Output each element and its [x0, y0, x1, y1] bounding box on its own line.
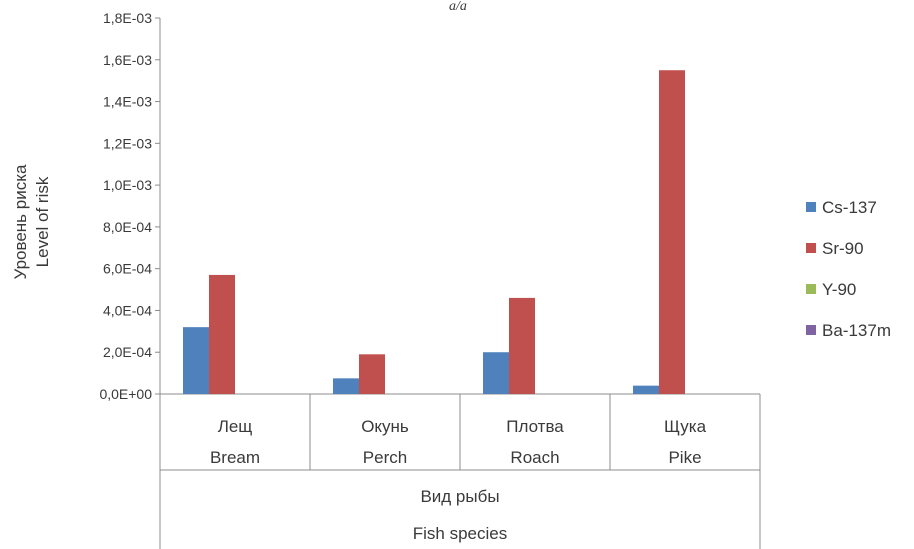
legend-label: Cs-137	[822, 198, 877, 217]
y-axis-title: Уровень риска Level of risk	[11, 164, 52, 279]
bars	[183, 70, 685, 394]
y-axis-ticks: 0,0E+00 2,0E-04 4,0E-04 6,0E-04 8,0E-04 1,0E-…	[99, 10, 160, 402]
bar-cs-137-perch	[333, 378, 359, 394]
legend-label: Ba-137m	[822, 321, 891, 340]
x-category-label-en: Bream	[210, 448, 260, 467]
bar-sr-90-roach	[509, 297, 535, 394]
x-category-label-ru: Лещ	[218, 417, 253, 436]
x-axis-title-ru: Вид рыбы	[420, 487, 499, 506]
legend-label: Y-90	[822, 280, 856, 299]
x-category-label-en: Perch	[363, 448, 407, 467]
y-tick-label: 8,0E-04	[103, 219, 152, 235]
y-tick-label: 1,4E-03	[103, 94, 152, 110]
y-tick-label: 6,0E-04	[103, 261, 152, 277]
bar-cs-137-pike	[633, 385, 659, 394]
legend-swatch	[806, 284, 816, 294]
y-tick-label: 1,0E-03	[103, 177, 152, 193]
y-tick-label: 1,6E-03	[103, 52, 152, 68]
y-tick-label: 1,8E-03	[103, 10, 152, 26]
y-tick-label: 4,0E-04	[103, 302, 152, 318]
x-category-label-ru: Окунь	[361, 417, 409, 436]
x-category-label-ru: Плотва	[506, 417, 564, 436]
bar-cs-137-bream	[183, 327, 209, 394]
y-axis-title-ru: Уровень риска	[11, 164, 30, 279]
legend-swatch	[806, 325, 816, 335]
legend-swatch	[806, 243, 816, 253]
y-tick-label: 2,0E-04	[103, 344, 152, 360]
legend: Cs-137 Sr-90 Y-90 Ba-137m	[806, 198, 891, 340]
y-axis-title-en: Level of risk	[33, 176, 52, 267]
x-category-label-en: Pike	[668, 448, 701, 467]
x-axis-title-en: Fish species	[413, 524, 507, 543]
x-category-label-en: Roach	[510, 448, 559, 467]
legend-swatch	[806, 202, 816, 212]
x-category-label-ru: Щука	[664, 417, 707, 436]
bar-sr-90-bream	[209, 274, 235, 394]
chart-title: a/a	[449, 0, 467, 14]
legend-label: Sr-90	[822, 239, 864, 258]
x-axis-categories: Лещ Bream Окунь Perch Плотва Roach Щука Pike	[210, 417, 707, 467]
bar-cs-137-roach	[483, 352, 509, 394]
y-tick-label: 0,0E+00	[99, 386, 152, 402]
y-tick-label: 1,2E-03	[103, 135, 152, 151]
x-axis-title: Вид рыбы Fish species	[413, 487, 507, 543]
bar-sr-90-pike	[659, 70, 685, 394]
bar-sr-90-perch	[359, 354, 385, 394]
